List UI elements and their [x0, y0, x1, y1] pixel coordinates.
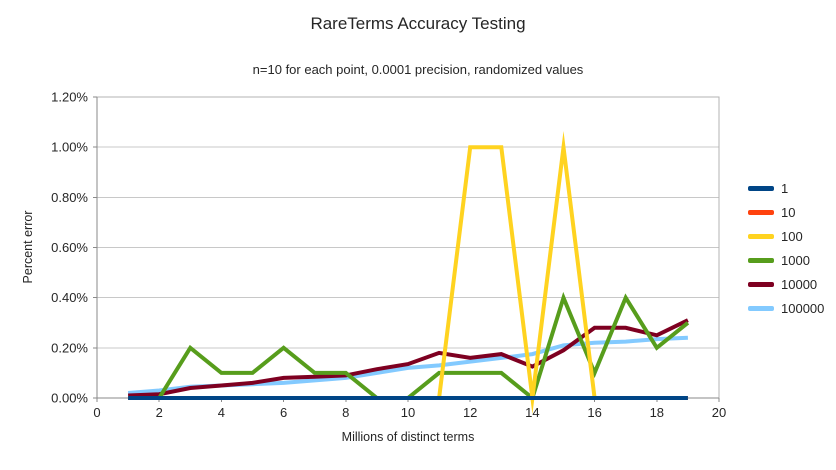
y-tick-label: 0.00% — [51, 391, 88, 406]
x-tick-label: 6 — [280, 405, 287, 420]
x-tick-label: 18 — [650, 405, 664, 420]
y-tick-label: 0.80% — [51, 190, 88, 205]
legend-item: 100 — [748, 224, 824, 248]
legend: 1 10 100 1000 10000 100000 — [748, 176, 824, 320]
legend-item: 10000 — [748, 272, 824, 296]
x-axis-title: Millions of distinct terms — [341, 430, 475, 444]
series-line-10000 — [128, 318, 689, 398]
y-tick-label: 1.20% — [51, 90, 88, 105]
chart-title: RareTerms Accuracy Testing — [310, 14, 526, 33]
y-tick-label: 0.60% — [51, 240, 88, 255]
x-tick-label: 16 — [587, 405, 601, 420]
legend-swatch — [748, 185, 774, 191]
x-tick-label: 8 — [342, 405, 349, 420]
x-tick-label: 2 — [156, 405, 163, 420]
x-tick-label: 20 — [712, 405, 726, 420]
y-tick-label: 1.00% — [51, 140, 88, 155]
chart-subtitle: n=10 for each point, 0.0001 precision, r… — [252, 62, 584, 77]
x-tick-label: 12 — [463, 405, 477, 420]
legend-item: 1000 — [748, 248, 824, 272]
y-tick-label: 0.40% — [51, 290, 88, 305]
legend-item: 1 — [748, 176, 824, 200]
legend-label: 10 — [781, 204, 796, 220]
legend-label: 1 — [781, 180, 789, 196]
x-tick-label: 0 — [93, 405, 100, 420]
legend-label: 100000 — [781, 300, 825, 316]
x-tick-label: 4 — [218, 405, 225, 420]
legend-swatch — [748, 209, 774, 215]
legend-swatch — [748, 305, 774, 311]
legend-swatch — [748, 233, 774, 239]
legend-item: 100000 — [748, 296, 824, 320]
legend-label: 100 — [781, 228, 803, 244]
legend-label: 1000 — [781, 252, 810, 268]
x-tick-label: 10 — [401, 405, 415, 420]
series-line-100 — [128, 130, 688, 415]
y-tick-label: 0.20% — [51, 340, 88, 355]
legend-swatch — [748, 281, 774, 287]
legend-swatch — [748, 257, 774, 263]
legend-item: 10 — [748, 200, 824, 224]
legend-label: 10000 — [781, 276, 818, 292]
